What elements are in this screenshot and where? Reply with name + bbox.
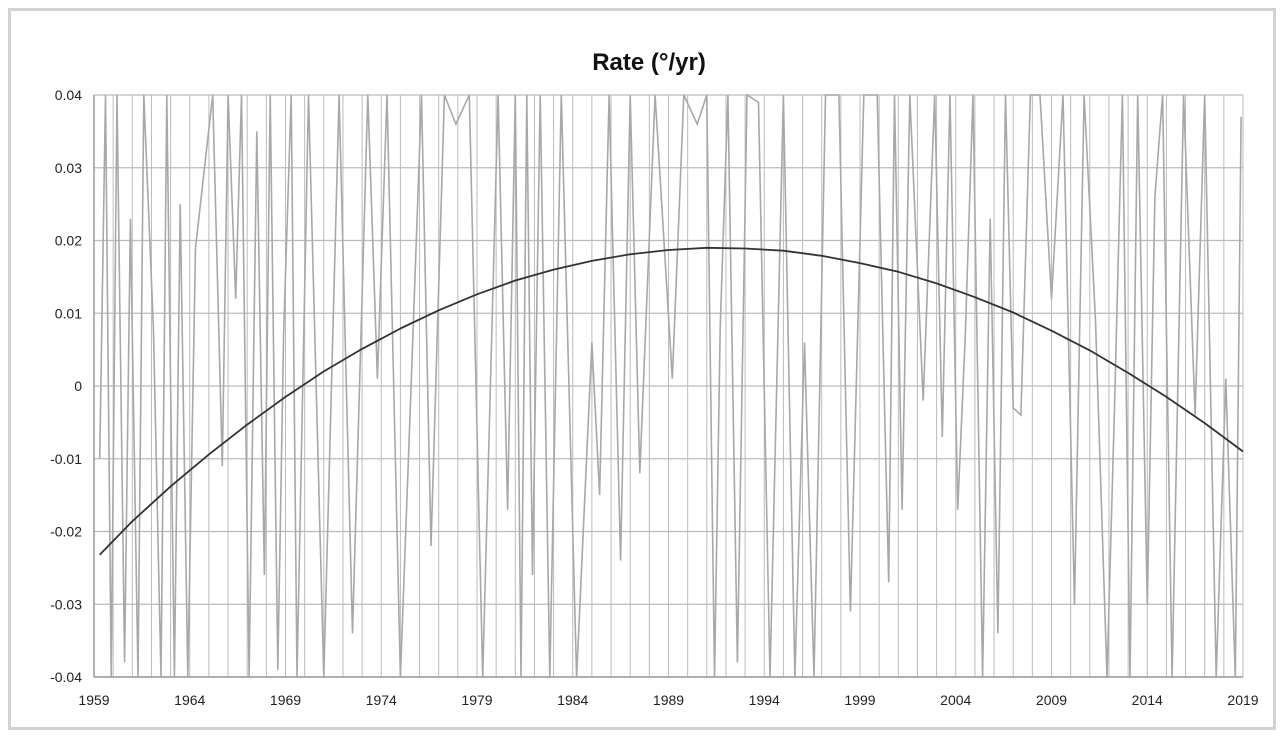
y-tick-label: -0.03	[50, 596, 82, 612]
x-tick-labels: 1959 1964 1969 1974 1979 1984 1989 1994 1999 2004…	[78, 692, 1258, 708]
x-tick-label: 1969	[270, 692, 301, 708]
x-tick-label: 1984	[557, 692, 588, 708]
y-tick-label: -0.02	[50, 524, 82, 540]
x-tick-label: 1964	[174, 692, 205, 708]
y-tick-label: 0.04	[55, 87, 82, 103]
x-tick-label: 2014	[1132, 692, 1163, 708]
x-tick-label: 1979	[461, 692, 492, 708]
chart-frame: Rate (°/yr) 1959 1964 1969 1974 1979 1984 1989…	[8, 8, 1276, 730]
y-tick-label: 0	[74, 378, 82, 394]
chart-title: Rate (°/yr)	[592, 49, 706, 76]
x-tick-label: 1994	[749, 692, 780, 708]
y-tick-label: 0.02	[55, 233, 82, 249]
chart-svg: Rate (°/yr) 1959 1964 1969 1974 1979 1984 1989…	[11, 11, 1273, 727]
x-tick-label: 2019	[1227, 692, 1258, 708]
y-tick-label: -0.04	[50, 669, 82, 685]
y-tick-label: 0.01	[55, 305, 82, 321]
y-tick-labels: 0.04 0.03 0.02 0.01 0 -0.01 -0.02 -0.03 -0.04	[50, 87, 82, 685]
x-tick-label: 2009	[1036, 692, 1067, 708]
x-tick-label: 2004	[940, 692, 971, 708]
trend-series-layer	[100, 248, 1243, 555]
x-tick-label: 1974	[366, 692, 397, 708]
y-tick-label: -0.01	[50, 451, 82, 467]
trend-series-line	[100, 248, 1243, 555]
y-tick-label: 0.03	[55, 160, 82, 176]
x-tick-label: 1959	[78, 692, 109, 708]
x-tick-label: 1999	[844, 692, 875, 708]
x-tick-label: 1989	[653, 692, 684, 708]
